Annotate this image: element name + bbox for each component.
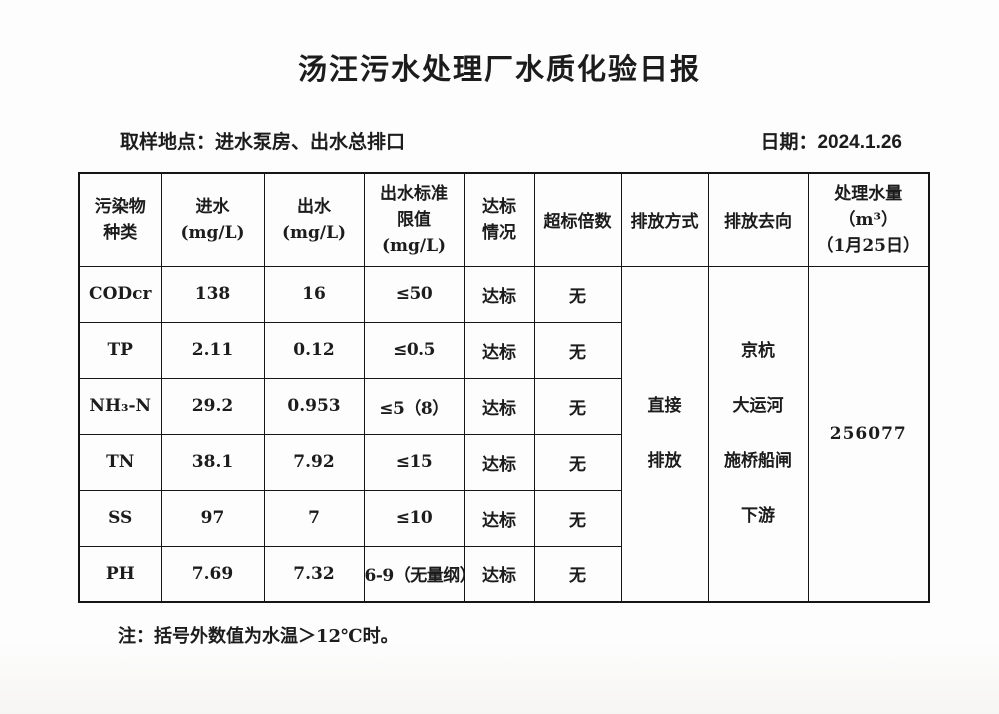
header-compliance: 达标 情况 xyxy=(463,172,535,267)
inflow-cell: 38.1 xyxy=(160,433,265,491)
table-row: SS 97 7 ≤10 达标 无 xyxy=(78,489,929,547)
exceed-cell: 无 xyxy=(533,265,622,323)
limit-cell: ≤50 xyxy=(363,265,465,323)
header-discharge-destination: 排放去向 xyxy=(707,172,809,267)
header-pollutant-type: 污染物 种类 xyxy=(78,172,162,267)
compliance-cell: 达标 xyxy=(463,265,535,323)
header-outflow: 出水 (mg/L) xyxy=(263,172,365,267)
header-row: 污染物 种类 进水 (mg/L) 出水 (mg/L) 出水标准 限值 (mg/L… xyxy=(78,172,930,267)
outflow-cell: 0.12 xyxy=(263,321,365,379)
compliance-cell: 达标 xyxy=(463,377,535,435)
pollutant-cell: SS xyxy=(78,489,162,547)
pollutant-cell: CODcr xyxy=(78,265,162,323)
header-inflow: 进水 (mg/L) xyxy=(160,172,265,267)
compliance-cell: 达标 xyxy=(463,321,535,379)
table-row: PH 7.69 7.32 6-9（无量纲） 达标 无 xyxy=(78,545,929,603)
inflow-cell: 2.11 xyxy=(160,321,265,379)
report-date: 日期：2024.1.26 xyxy=(760,132,902,153)
water-quality-table: 污染物 种类 进水 (mg/L) 出水 (mg/L) 出水标准 限值 (mg/L… xyxy=(78,172,930,603)
inflow-cell: 138 xyxy=(160,265,265,323)
exceed-cell: 无 xyxy=(533,545,622,603)
pollutant-cell: TP xyxy=(78,321,162,379)
outflow-cell: 16 xyxy=(263,265,365,323)
treated-volume-cell: 256077 xyxy=(807,265,930,603)
limit-cell: ≤10 xyxy=(363,489,465,547)
limit-cell: 6-9（无量纲） xyxy=(363,545,465,603)
table-row: TN 38.1 7.92 ≤15 达标 无 xyxy=(78,433,929,491)
header-discharge-mode: 排放方式 xyxy=(620,172,709,267)
outflow-cell: 7 xyxy=(263,489,365,547)
inflow-cell: 7.69 xyxy=(160,545,265,603)
outflow-cell: 7.32 xyxy=(263,545,365,603)
footnote: 注：括号外数值为水温＞12℃时。 xyxy=(118,626,399,647)
page-title: 汤汪污水处理厂水质化验日报 xyxy=(297,52,701,86)
table-row: NH₃-N 29.2 0.953 ≤5（8） 达标 无 xyxy=(78,377,929,435)
inflow-cell: 97 xyxy=(160,489,265,547)
report-meta-row: 取样地点：进水泵房、出水总排口 日期：2024.1.26 xyxy=(78,127,928,154)
outflow-cell: 0.953 xyxy=(263,377,365,435)
header-treated-volume: 处理水量 （m³） （1月25日） xyxy=(807,172,930,267)
compliance-cell: 达标 xyxy=(463,545,535,603)
exceed-cell: 无 xyxy=(533,489,622,547)
pollutant-cell: NH₃-N xyxy=(78,377,162,435)
pollutant-cell: TN xyxy=(78,433,162,491)
limit-cell: ≤15 xyxy=(363,433,465,491)
limit-cell: ≤5（8） xyxy=(363,377,465,435)
exceed-cell: 无 xyxy=(533,377,622,435)
sampling-location-label: 取样地点：进水泵房、出水总排口 xyxy=(120,131,406,153)
pollutant-cell: PH xyxy=(78,545,162,603)
header-outflow-limit: 出水标准 限值 (mg/L) xyxy=(363,172,465,267)
table-row: TP 2.11 0.12 ≤0.5 达标 无 xyxy=(78,321,929,379)
inflow-cell: 29.2 xyxy=(160,377,265,435)
exceed-cell: 无 xyxy=(533,321,622,379)
limit-cell: ≤0.5 xyxy=(363,321,465,379)
outflow-cell: 7.92 xyxy=(263,433,365,491)
compliance-cell: 达标 xyxy=(463,433,535,491)
table-row: CODcr 138 16 ≤50 达标 无 直接 排放 京杭 大运河 施桥船闸 … xyxy=(78,265,930,603)
header-exceed-ratio: 超标倍数 xyxy=(533,172,622,267)
discharge-destination-cell: 京杭 大运河 施桥船闸 下游 xyxy=(707,265,809,603)
discharge-mode-cell: 直接 排放 xyxy=(620,265,709,603)
compliance-cell: 达标 xyxy=(463,489,535,547)
exceed-cell: 无 xyxy=(533,433,622,491)
